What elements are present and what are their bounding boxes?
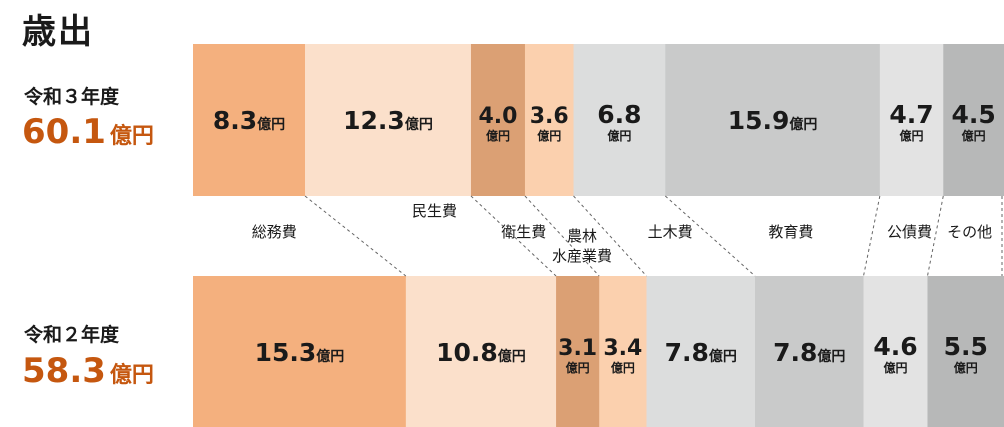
year-label-r3: 令和３年度	[24, 86, 120, 108]
bar-segment-r3-5	[665, 44, 881, 196]
value-unit-r2-7: 億円	[954, 360, 978, 375]
connector-line-4	[573, 195, 647, 277]
value-label-r2-7: 5.5	[944, 332, 988, 361]
value-label-r2-5: 7.8億円	[773, 338, 845, 367]
bar-segment-r3-6	[879, 44, 944, 196]
bar-segment-r3-4	[573, 44, 666, 196]
value-label-r3-6: 4.7	[889, 100, 933, 129]
value-label-r2-4: 7.8億円	[665, 338, 737, 367]
total-unit-r2: 億円	[109, 363, 154, 388]
value-label-r2-3: 3.4	[603, 336, 642, 361]
category-label-1: 民生費	[412, 202, 457, 220]
total-value-r2: 58.3	[22, 351, 106, 391]
value-unit-r3-3: 億円	[537, 128, 561, 143]
total-r3: 60.1 億円	[22, 112, 154, 152]
value-label-r2-1: 10.8億円	[436, 338, 526, 367]
category-label-4: 土木費	[648, 223, 693, 241]
value-unit-r3-2: 億円	[486, 128, 510, 143]
bar-segment-r3-1	[305, 44, 472, 196]
value-label-r3-0: 8.3億円	[213, 106, 285, 135]
bar-segment-r2-7	[927, 276, 1004, 427]
bar-segment-r2-5	[754, 276, 865, 427]
bar-segment-r2-1	[405, 276, 557, 427]
value-label-r3-3: 3.6	[530, 104, 569, 129]
connector-line-5	[664, 195, 756, 277]
connector-line-6	[863, 195, 881, 277]
category-label-6: 公債費	[887, 223, 932, 241]
category-label-2: 衛生費	[501, 223, 546, 241]
value-label-r2-0: 15.3億円	[255, 338, 345, 367]
chart-title: 歳出	[22, 12, 94, 52]
value-unit-r3-6: 億円	[900, 128, 924, 143]
total-unit-r3: 億円	[109, 124, 154, 149]
value-label-r3-2: 4.0	[478, 104, 517, 129]
category-label-5: 教育費	[768, 223, 813, 241]
connector-line-1	[304, 195, 407, 277]
value-label-r3-5: 15.9億円	[728, 106, 818, 135]
bar-segment-r2-6	[863, 276, 928, 427]
category-label-7: その他	[947, 223, 992, 241]
category-label-3-line-0: 農林	[567, 227, 597, 245]
bar-segment-r3-3	[524, 44, 575, 196]
bar-segment-r3-0	[193, 44, 306, 196]
bar-segment-r2-0	[193, 276, 407, 427]
value-unit-r3-4: 億円	[607, 128, 631, 143]
bar-segment-r2-3	[599, 276, 647, 427]
bar-segment-r2-2	[556, 276, 600, 427]
category-label-3-line-1: 水産業費	[552, 247, 612, 265]
value-unit-r2-3: 億円	[611, 360, 635, 375]
bar-segment-r3-7	[943, 44, 1004, 196]
bar-segment-r2-4	[646, 276, 756, 427]
category-label-0: 総務費	[252, 223, 297, 241]
connector-line-3	[524, 195, 600, 277]
value-label-r3-1: 12.3億円	[343, 106, 433, 135]
value-label-r2-2: 3.1	[558, 336, 597, 361]
value-label-r3-4: 6.8	[597, 100, 641, 129]
connector-line-2	[470, 195, 557, 277]
value-label-r2-6: 4.6	[873, 332, 917, 361]
value-unit-r2-2: 億円	[566, 360, 590, 375]
year-label-r2: 令和２年度	[24, 324, 120, 346]
value-label-r3-7: 4.5	[951, 100, 995, 129]
total-r2: 58.3 億円	[22, 351, 154, 391]
value-unit-r3-7: 億円	[962, 128, 986, 143]
connector-line-7	[926, 195, 944, 277]
total-value-r3: 60.1	[22, 112, 106, 152]
bar-segment-r3-2	[470, 44, 526, 196]
value-unit-r2-6: 億円	[883, 360, 907, 375]
